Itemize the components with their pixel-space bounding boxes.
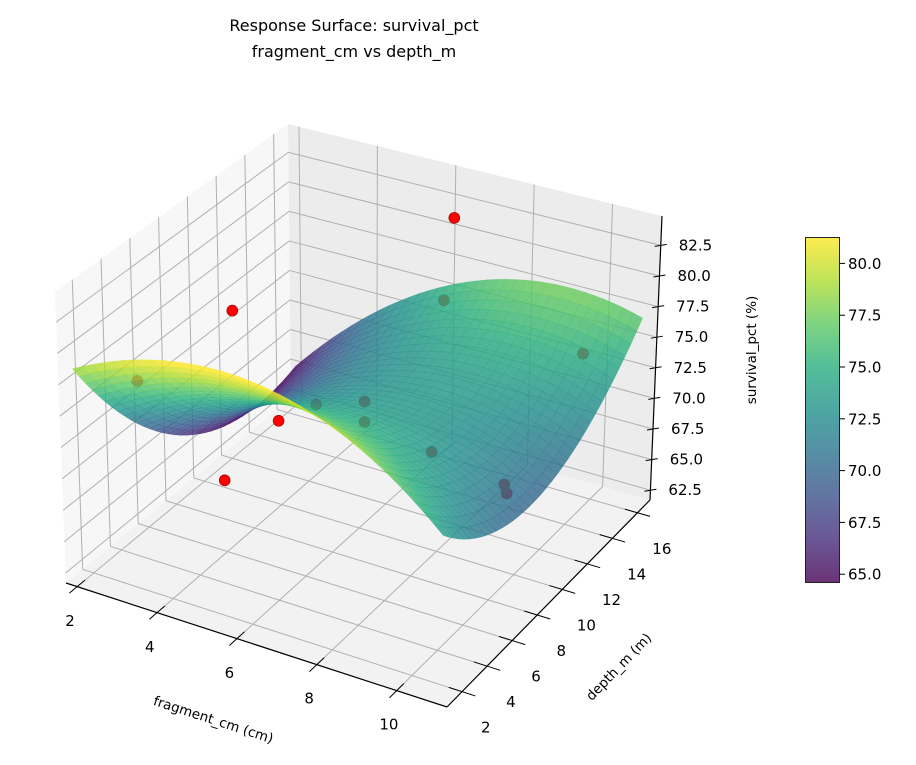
floor-gridline-y (221, 454, 588, 565)
back-wall-gridline-x (298, 126, 303, 401)
x-tick-label: 4 (145, 638, 155, 656)
floor-gridline-y (138, 523, 513, 642)
z-tick-mark (654, 243, 667, 247)
z-tick-mark (648, 396, 661, 400)
floor-gridline-x (396, 486, 603, 691)
z-tick-mark (645, 458, 658, 462)
data-point (218, 474, 231, 487)
fitted-surface (71, 279, 643, 540)
y-tick-label: 4 (506, 693, 516, 711)
chart-title-line-1: Response Surface: survival_pct (229, 16, 478, 36)
colorbar-tick-label: 65.0 (848, 566, 881, 584)
y-tick-label: 6 (531, 667, 541, 685)
x-tick-mark (309, 657, 325, 672)
z-axis-label: survival_pct (%) (744, 296, 760, 405)
back-wall-gridline-z (288, 210, 659, 308)
chart-title-line-2: fragment_cm vs depth_m (252, 42, 457, 62)
z-tick-mark (646, 427, 660, 431)
left-wall-pane (55, 124, 291, 583)
x-tick-label: 2 (65, 612, 75, 630)
left-wall-gridline-z (55, 151, 289, 323)
y-tick-mark (624, 508, 651, 517)
left-wall-gridline-z (57, 181, 289, 354)
y-axis-label: depth_m (m) (583, 630, 655, 704)
x-tick-mark (149, 605, 166, 620)
z-tick-mark (649, 366, 662, 370)
left-wall-gridline-z (65, 388, 292, 574)
floor-gridline-y (193, 477, 563, 590)
surface-patch (432, 522, 450, 538)
y-tick-mark (599, 534, 626, 543)
y-tick-mark (549, 585, 576, 594)
y-tick-mark (524, 610, 551, 620)
z-tick-label: 67.5 (671, 420, 704, 438)
z-tick-label: 65.0 (670, 451, 703, 469)
z-tick-mark (644, 488, 657, 492)
colorbar-tick-label: 77.5 (848, 307, 881, 325)
colorbar-tick-label: 75.0 (848, 359, 881, 377)
z-tick-mark (650, 335, 663, 339)
left-wall-gridline-z (60, 270, 290, 448)
y-tick-label: 14 (627, 566, 646, 584)
y-tick-mark (473, 661, 501, 671)
x-tick-label: 6 (225, 664, 235, 682)
colorbar-tick-label: 67.5 (848, 514, 881, 532)
left-wall-gridline-y (273, 134, 278, 410)
x-tick-mark (69, 579, 86, 594)
scatter-points-front (218, 212, 461, 487)
z-tick-label: 72.5 (674, 359, 707, 377)
left-wall-gridline-z (58, 210, 290, 386)
colorbar-tick-label: 70.0 (848, 462, 881, 480)
floor-gridline-x (76, 400, 302, 588)
y-axis-line (446, 499, 651, 708)
colorbar-gradient (805, 237, 840, 583)
y-tick-mark (448, 686, 476, 697)
z-tick-label: 62.5 (668, 481, 701, 499)
y-tick-mark (498, 635, 526, 646)
x-tick-mark (229, 631, 245, 646)
z-tick-mark (653, 274, 666, 278)
left-wall-gridline-y (71, 279, 84, 570)
floor-gridline-y (110, 545, 488, 667)
x-tick-label: 10 (379, 715, 398, 733)
data-point (448, 212, 461, 224)
x-tick-mark (389, 683, 405, 699)
z-tick-label: 70.0 (672, 389, 705, 407)
y-tick-label: 8 (556, 642, 566, 660)
z-axis-line (649, 215, 663, 501)
colorbar-tick-label: 72.5 (848, 410, 881, 428)
back-wall-gridline-z (288, 151, 661, 246)
colorbar: 65.0 67.5 70.0 72.5 75.0 77.5 80.0 (805, 237, 881, 584)
y-tick-label: 12 (602, 591, 621, 609)
floor-gridline-y (82, 568, 463, 693)
x-tick-label: 8 (304, 690, 314, 708)
y-tick-label: 10 (577, 617, 596, 635)
left-wall-gridline-y (100, 258, 111, 547)
z-tick-label: 82.5 (679, 236, 712, 254)
z-tick-mark (652, 305, 665, 309)
x-axis-label: fragment_cm (cm) (151, 693, 275, 747)
floor-gridline-x (156, 421, 378, 614)
axes-lines (65, 215, 667, 708)
y-tick-label: 2 (481, 718, 491, 736)
z-tick-label: 77.5 (676, 298, 709, 316)
z-tick-label: 80.0 (677, 267, 710, 285)
back-wall-gridline-z (288, 181, 660, 277)
x-axis-line (65, 582, 448, 708)
data-point (226, 304, 239, 317)
floor-gridline-y (165, 500, 538, 616)
y-tick-label: 16 (652, 540, 671, 558)
left-wall-gridline-y (158, 217, 167, 501)
colorbar-tick-label: 80.0 (848, 255, 881, 273)
z-tick-label: 75.0 (675, 328, 708, 346)
data-point (272, 414, 285, 427)
y-tick-mark (574, 559, 601, 569)
